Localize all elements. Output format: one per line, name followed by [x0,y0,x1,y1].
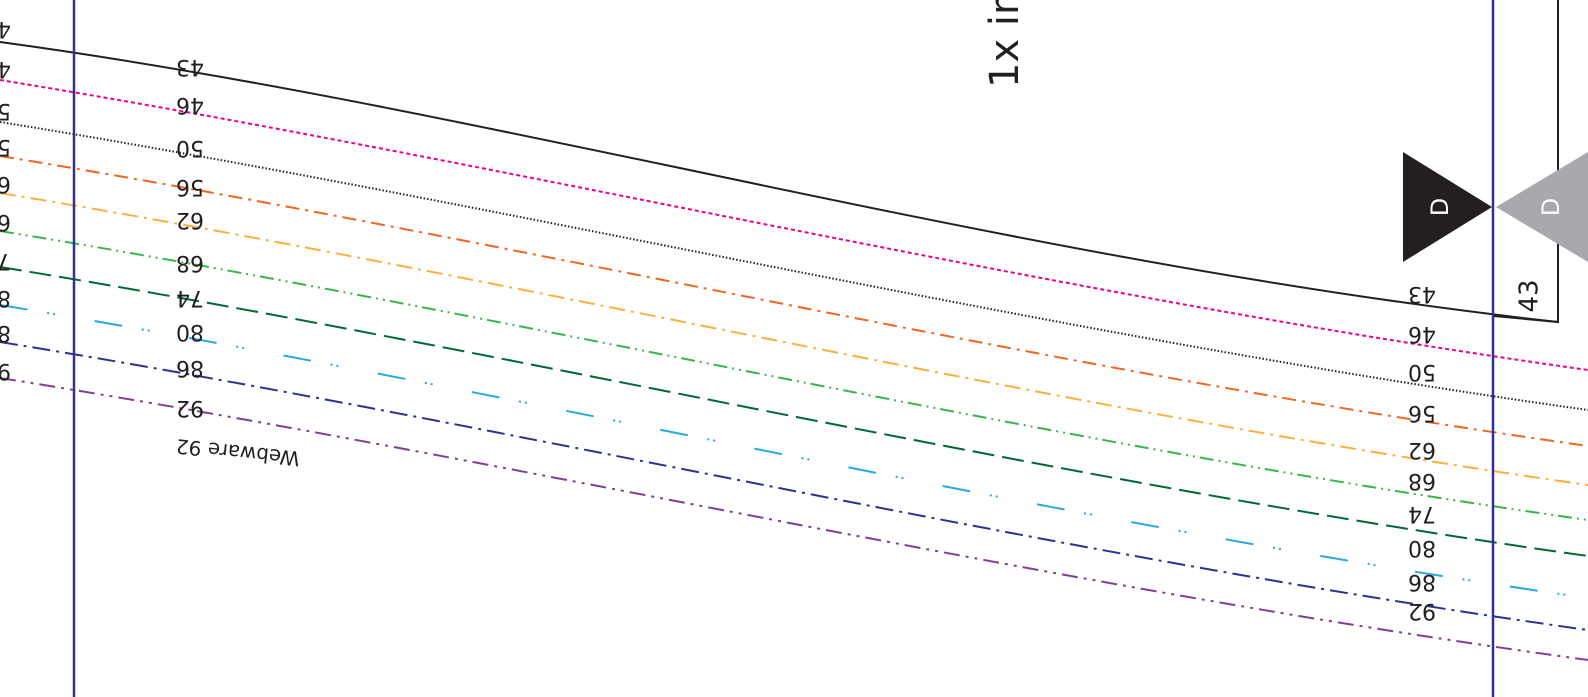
size-label-right-92: 92 [1408,598,1436,623]
size-label-left-86: 86 [176,355,204,380]
brand-label: Webware 92 [175,434,301,471]
size-label-left-43: 43 [176,54,204,79]
notch-front-label: D [1426,198,1454,216]
notch-front-icon [1403,152,1492,262]
size-label-right-46: 46 [1408,321,1436,346]
size-line-92 [0,377,1588,661]
size-label-right-62: 62 [1408,437,1436,462]
size-label-left-56: 56 [176,174,204,199]
size-label-right-43: 43 [1408,281,1436,306]
size-label-right-50: 50 [1408,359,1436,384]
size-label-left-68: 68 [176,250,204,275]
instruction-text: 1x im [982,0,1028,88]
size-label-right-86: 86 [1408,569,1436,594]
size-labels: 4343446464505055656562626686867474780808… [0,16,1436,623]
size-label-right-56: 56 [1408,400,1436,425]
size-line-62 [0,192,1588,486]
notch-back-label: D [1537,198,1565,216]
size-label-edge-68: 6 [0,209,11,234]
notch-back-icon [1496,152,1588,262]
size-label-left-46: 46 [176,92,204,117]
size-line-80 [0,304,1588,599]
size-label-edge-43: 4 [0,16,11,41]
size-label-left-74: 74 [176,285,204,310]
size-line-56 [0,155,1588,447]
size-line-43 [0,41,1559,323]
size-label-left-92: 92 [176,395,204,420]
size-label-edge-46: 4 [0,56,11,81]
size-line-86 [0,341,1588,631]
size-label-edge-50: 5 [0,98,11,123]
size-label-edge-62: 6 [0,171,11,196]
size-line-74 [0,266,1588,557]
side-size-label: 43 [1515,279,1545,312]
size-line-46 [0,79,1588,371]
size-label-right-68: 68 [1408,468,1436,493]
size-label-left-62: 62 [176,207,204,232]
size-line-50 [0,121,1588,411]
size-label-right-80: 80 [1408,535,1436,560]
size-lines [0,41,1588,661]
right-piece-outline [1493,0,1559,324]
size-label-edge-80: 8 [0,285,11,310]
size-label-edge-86: 8 [0,320,11,345]
size-label-right-74: 74 [1408,501,1436,526]
size-label-edge-92: 9 [0,358,11,383]
size-label-left-80: 80 [176,319,204,344]
size-label-edge-56: 5 [0,134,11,159]
size-label-edge-74: 7 [0,248,11,273]
size-line-68 [0,230,1588,521]
size-label-left-50: 50 [176,135,204,160]
